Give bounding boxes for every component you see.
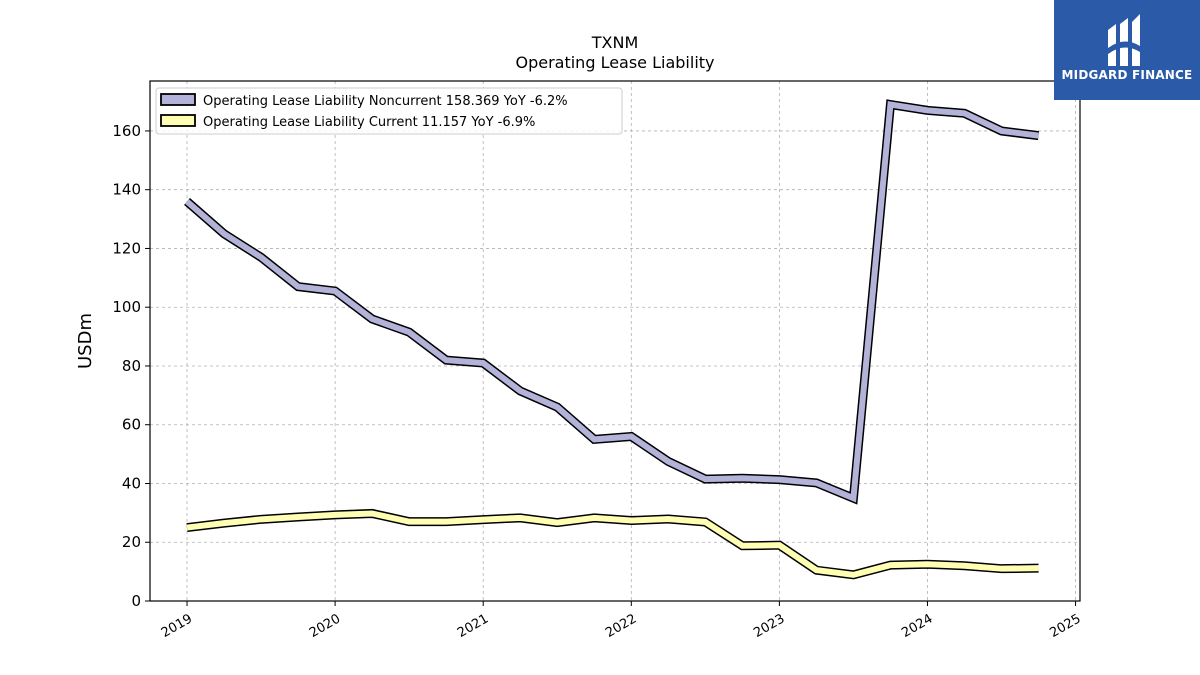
x-tick-label: 2025: [1047, 611, 1083, 641]
legend-swatch-noncurrent: [160, 93, 196, 106]
logo-text: MIDGARD FINANCE: [1061, 68, 1193, 82]
y-axis-label: USDm: [75, 313, 96, 369]
y-tick-label: 140: [112, 181, 141, 199]
x-tick-label: 2022: [603, 611, 639, 641]
x-tick-label: 2024: [899, 611, 935, 641]
x-tick-label: 2019: [159, 611, 195, 641]
y-tick-label: 160: [112, 122, 141, 140]
y-tick-label: 120: [112, 239, 141, 257]
legend-label-current: Operating Lease Liability Current 11.157…: [203, 115, 535, 130]
chart-title: TXNM: [591, 33, 639, 52]
x-axis: 2019 2020 2021 2022 2023 2024 2025: [159, 601, 1084, 641]
y-tick-label: 20: [122, 533, 141, 551]
series-group: [184, 99, 1040, 580]
series-line-0: [185, 101, 1039, 503]
chart-subtitle: Operating Lease Liability: [515, 53, 714, 72]
x-tick-label: 2021: [455, 611, 491, 641]
brand-logo: MIDGARD FINANCE: [1054, 0, 1200, 100]
y-tick-label: 40: [122, 474, 141, 492]
legend-swatch-current: [160, 114, 196, 127]
plot-frame: [149, 80, 1081, 602]
legend-box: [155, 87, 623, 135]
y-tick-label: 0: [131, 592, 141, 610]
y-tick-label: 60: [122, 416, 141, 434]
y-tick-label: 100: [112, 298, 141, 316]
x-tick-label: 2023: [751, 611, 787, 641]
logo-mark-icon: [1108, 14, 1140, 66]
series-line-1: [186, 510, 1039, 578]
x-tick-label: 2020: [307, 611, 343, 641]
y-axis: 0 20 40 60 80 100 120 140 160: [112, 122, 150, 610]
legend: Operating Lease Liability Noncurrent 158…: [155, 87, 623, 135]
legend-label-noncurrent: Operating Lease Liability Noncurrent 158…: [203, 94, 568, 109]
y-tick-label: 80: [122, 357, 141, 375]
